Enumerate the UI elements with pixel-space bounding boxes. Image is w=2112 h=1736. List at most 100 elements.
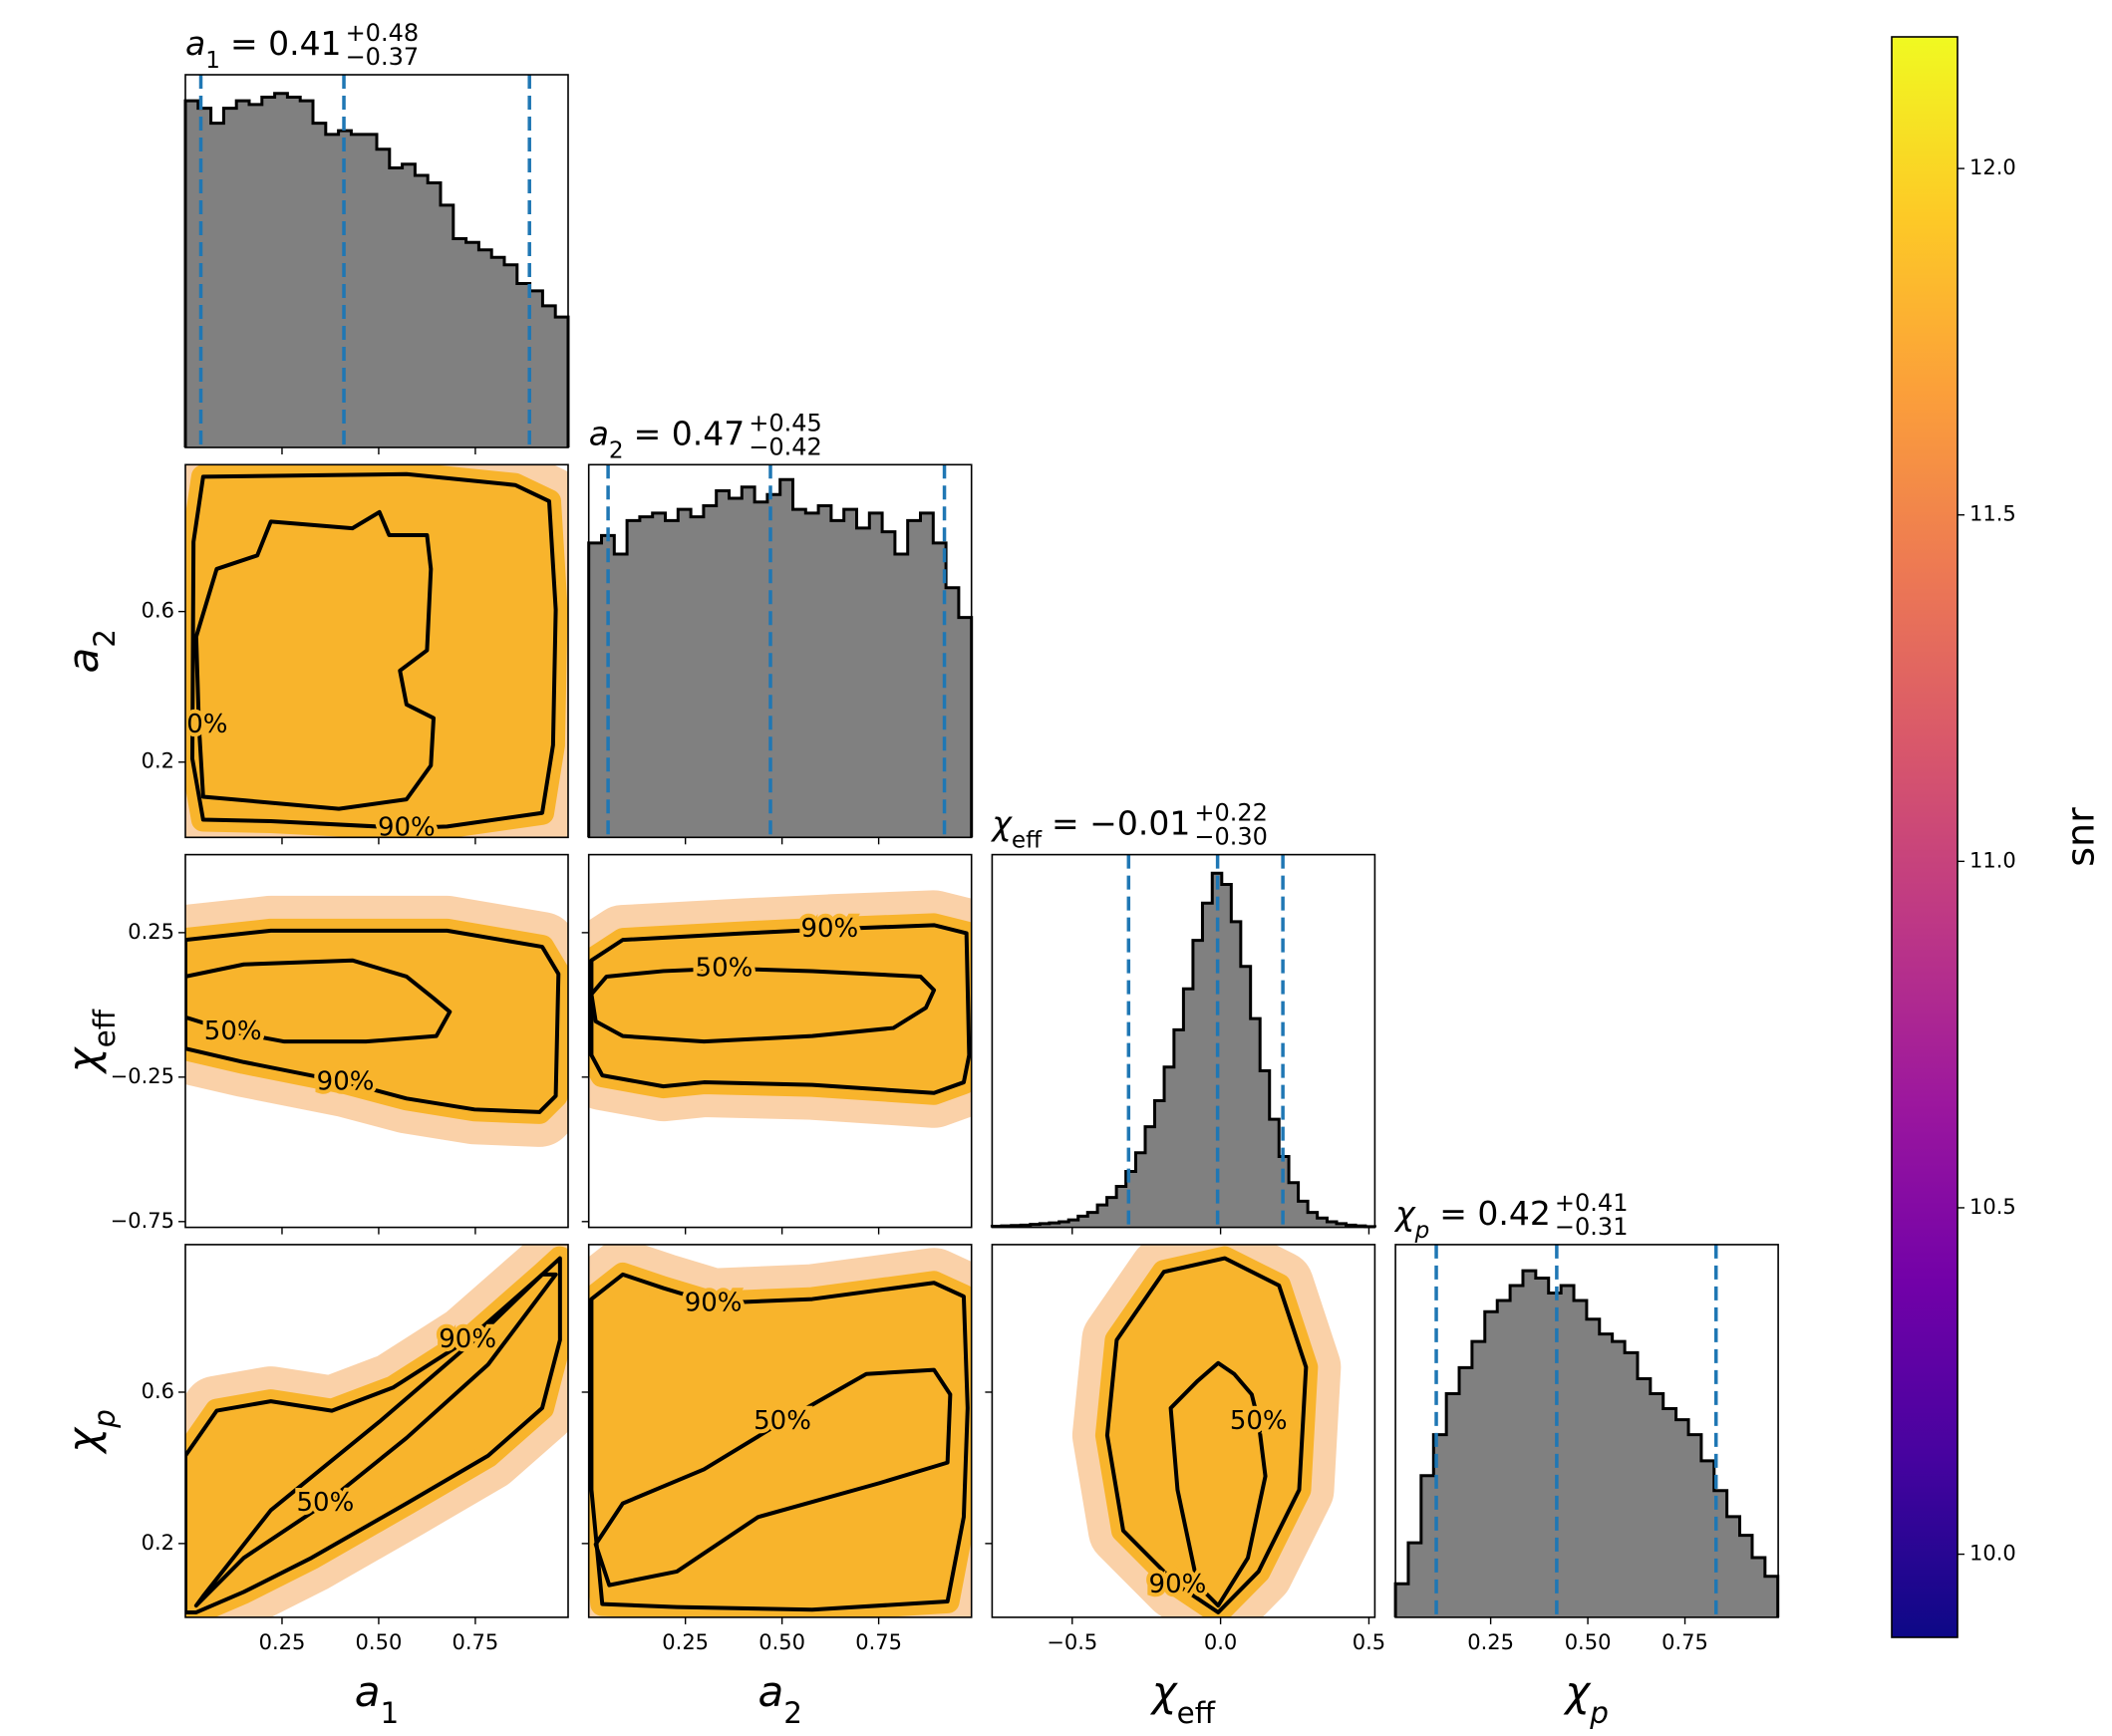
histogram-bar [869, 512, 883, 838]
symbol: a [59, 648, 108, 674]
title-value: = 0.41 [230, 24, 342, 63]
panel-title: χp = 0.42 [1393, 1194, 1551, 1244]
histogram-bar [300, 101, 314, 448]
y-tick-label: −0.25 [111, 1064, 174, 1088]
histogram-bar [261, 97, 275, 447]
histogram-bar [1497, 1301, 1511, 1617]
histogram-bar [351, 134, 365, 447]
colorbar-label: snr [2059, 807, 2103, 867]
contour-label: 50% [754, 1406, 811, 1436]
histogram-bar [1739, 1535, 1753, 1617]
y-tick-label: −0.75 [111, 1209, 174, 1233]
histogram-bar [882, 531, 896, 838]
contour-label: 90% [317, 1067, 375, 1097]
histogram-bar [1173, 1029, 1184, 1228]
histogram-bar [1395, 1584, 1409, 1617]
histogram-bar [958, 617, 973, 838]
contour [589, 1272, 970, 1612]
histogram-bar [1308, 1212, 1319, 1228]
x-tick-label: 0.5 [1353, 1630, 1385, 1654]
histogram-bar [1087, 1212, 1098, 1228]
subscript: p [88, 1409, 122, 1429]
axes-frame [184, 853, 569, 1229]
histogram-bar [1637, 1378, 1652, 1617]
histogram-bar [555, 317, 569, 447]
y-axis-label: χeff [59, 1009, 122, 1074]
histogram-outline [990, 871, 1376, 1229]
histogram-bar [377, 148, 391, 448]
histogram-bar [529, 290, 543, 447]
contour [193, 1272, 558, 1608]
histogram-bar [805, 512, 819, 838]
histogram-bar [1612, 1341, 1626, 1617]
histogram-outline [587, 477, 974, 838]
histogram-bar [1662, 1408, 1676, 1617]
histogram-bar [920, 512, 934, 838]
panel: 90% 50% [185, 464, 568, 838]
histogram-bar [1510, 1286, 1524, 1617]
histogram-bar [792, 509, 806, 838]
subscript: 2 [783, 1696, 802, 1730]
axes-frame [184, 1244, 569, 1618]
y-tick-label: 0.6 [142, 1379, 174, 1403]
histogram-bar [1726, 1516, 1740, 1617]
axes-frame [1394, 1244, 1779, 1618]
histogram-bar [1221, 884, 1232, 1228]
histogram-bar [856, 527, 870, 838]
histogram-bar [1231, 921, 1242, 1228]
histogram-bar [1407, 1543, 1422, 1617]
histogram-bar [453, 238, 466, 447]
contour-label: 50% [696, 953, 754, 983]
histogram-bar [639, 516, 654, 838]
axes-frame [587, 1244, 973, 1618]
histogram-bar [716, 490, 730, 838]
contour [193, 509, 437, 811]
histogram-bar [441, 204, 454, 447]
subscript: 1 [381, 1696, 400, 1730]
histogram-bar [1040, 1223, 1051, 1228]
title-value: = 0.42 [1439, 1194, 1551, 1233]
symbol: a [757, 1667, 783, 1716]
contour-label: 90% [439, 1324, 496, 1354]
x-tick-label: 0.50 [356, 1630, 403, 1654]
y-tick-label: 0.6 [142, 599, 174, 623]
subscript: eff [88, 1009, 122, 1047]
axes-frame [991, 853, 1376, 1229]
title-value: = 0.47 [634, 414, 746, 452]
symbol: χ [1393, 1194, 1416, 1233]
contour [589, 966, 937, 1044]
x-tick-label: 0.50 [1565, 1630, 1612, 1654]
colorbar-tick-label: 12.0 [1969, 155, 2016, 179]
histogram-bar [1535, 1278, 1550, 1617]
histogram-bar [185, 101, 199, 448]
x-tick-label: 0.25 [1467, 1630, 1514, 1654]
sample-cloud [588, 1262, 972, 1617]
histogram-bar [1250, 1018, 1261, 1228]
y-axis-label: a2 [59, 629, 122, 673]
histogram-bar [364, 134, 378, 447]
title-upper: +0.48 [346, 19, 420, 47]
histogram-bar [516, 283, 530, 447]
histogram-bar [1049, 1223, 1060, 1228]
colorbar-tick-label: 11.5 [1969, 502, 2016, 526]
histogram-bar [1260, 1070, 1271, 1228]
histogram-bar [894, 554, 909, 838]
y-tick-label: 0.25 [128, 920, 174, 944]
contour [1104, 1256, 1309, 1614]
contour-label: 90% [800, 914, 858, 944]
histogram-bar [1116, 1186, 1127, 1228]
sample-cloud [588, 913, 972, 1105]
symbol: χ [990, 804, 1013, 843]
colorbar-tick-label: 10.5 [1969, 1195, 2016, 1219]
colorbar-tick-label: 10.0 [1969, 1542, 2016, 1566]
axes-frame [587, 853, 973, 1229]
histogram-bar [491, 257, 505, 447]
subscript: 2 [609, 437, 624, 463]
axes-frame [991, 1244, 1376, 1618]
x-tick-label: 0.0 [1204, 1630, 1237, 1654]
panel: 90% 50% [588, 890, 972, 1128]
axes-frame [184, 463, 569, 839]
panel-title: a1 = 0.41 [185, 24, 342, 74]
histogram-bar [465, 242, 479, 447]
